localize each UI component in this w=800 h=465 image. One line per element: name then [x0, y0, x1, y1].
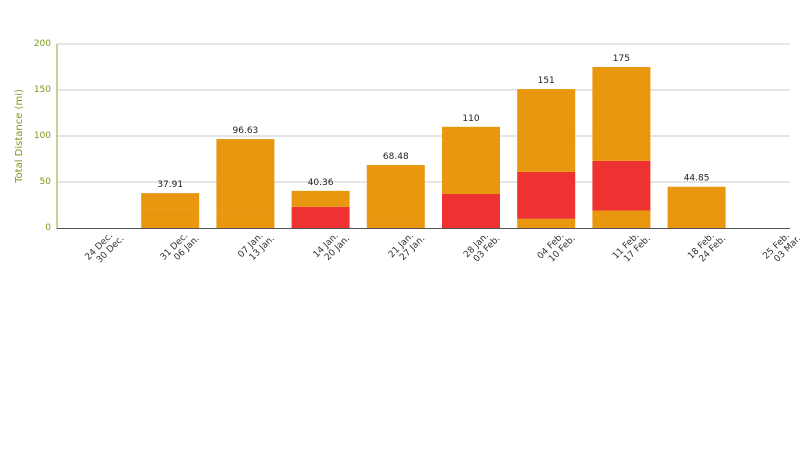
bar-total-label: 110 — [462, 114, 479, 124]
bar-total-label: 175 — [613, 54, 630, 64]
bar-total-label: 44.85 — [684, 174, 710, 184]
bar-total-label: 96.63 — [233, 126, 259, 136]
y-tick-label: 100 — [34, 131, 51, 141]
axes — [56, 44, 790, 229]
gridlines — [57, 43, 790, 183]
bar-segment — [442, 126, 500, 194]
bar-segment — [592, 210, 651, 228]
bars — [141, 67, 726, 228]
bar-segment — [216, 211, 275, 228]
bar-segment — [141, 193, 200, 210]
bar-total-label: 151 — [538, 76, 555, 86]
bar-segment — [442, 193, 500, 228]
x-tick-label: 07 Jan.13 Jan. — [236, 231, 276, 263]
bar-segment — [517, 171, 576, 219]
bar-segment — [141, 209, 200, 228]
y-tick-label: 50 — [40, 177, 52, 187]
bar-segment — [517, 218, 576, 228]
x-tick-label: 21 Jan.27 Jan. — [387, 231, 427, 263]
bar-segment — [291, 190, 350, 207]
y-tick-label: 200 — [34, 39, 51, 49]
y-tick-label: 0 — [45, 223, 51, 233]
y-axis-label: Total Distance (mi) — [14, 89, 25, 184]
x-tick-label: 14 Jan.20 Jan. — [312, 231, 352, 263]
bar-total-label: 37.91 — [157, 180, 183, 190]
x-tick-label: 28 Jan.03 Feb. — [462, 231, 502, 264]
x-tick-label: 04 Feb.10 Feb. — [536, 231, 578, 264]
ticks: 0 50 100 150 200 24 Dec.30 Dec. 31 Dec.06 Jan.… — [34, 39, 800, 265]
bar-segment — [366, 164, 425, 217]
x-tick-label: 18 Feb.24 Feb. — [686, 231, 728, 264]
bar-segment — [366, 216, 425, 228]
data-labels: 37.91 96.63 40.36 68.48 110 151 175 44.85 — [157, 54, 709, 190]
bar-segment — [592, 67, 651, 161]
x-tick-label: 11 Feb.17 Feb. — [611, 231, 653, 264]
y-tick-label: 150 — [34, 85, 51, 95]
bar-total-label: 68.48 — [383, 152, 409, 162]
x-tick-label: 24 Dec.30 Dec. — [84, 231, 127, 265]
bar-segment — [517, 89, 576, 172]
bar-segment — [667, 186, 726, 228]
bar-segment — [592, 160, 651, 211]
bar-segment — [216, 139, 275, 212]
bar-total-label: 40.36 — [308, 178, 334, 188]
x-tick-label: 31 Dec.06 Jan. — [159, 231, 202, 263]
bar-segment — [291, 206, 350, 228]
x-tick-label: 25 Feb.03 Mar. — [761, 231, 800, 264]
